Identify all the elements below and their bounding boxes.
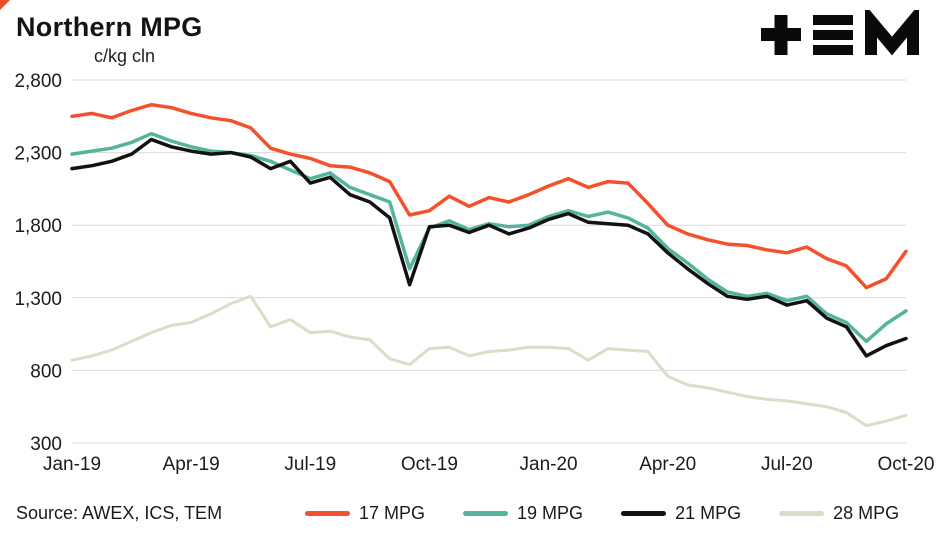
legend-item-28mpg: 28 MPG <box>779 503 899 524</box>
legend-swatch-21mpg <box>621 510 667 516</box>
series-line-28-mpg <box>70 294 908 428</box>
source-attribution: Source: AWEX, ICS, TEM <box>16 502 223 523</box>
logo-m-icon <box>865 10 919 56</box>
x-axis-tick-label: Oct-19 <box>401 454 458 475</box>
x-axis-tick-label: Jul-20 <box>761 454 813 475</box>
y-axis-tick-label: 2,300 <box>14 144 62 165</box>
corner-marker <box>0 0 10 10</box>
legend-item-21mpg: 21 MPG <box>621 503 741 524</box>
legend-swatch-28mpg <box>779 510 825 516</box>
y-axis-tick-label: 2,800 <box>14 71 62 92</box>
legend-item-19mpg: 19 MPG <box>463 503 583 524</box>
tem-logo <box>761 10 919 56</box>
y-axis-tick-label: 1,800 <box>14 216 62 237</box>
legend-item-17mpg: 17 MPG <box>305 503 425 524</box>
y-axis-tick-label: 300 <box>30 434 62 455</box>
legend-label-21mpg: 21 MPG <box>675 502 742 523</box>
x-axis-tick-label: Oct-20 <box>877 454 934 475</box>
series-line-21-mpg <box>70 137 908 358</box>
x-axis-tick-label: Apr-19 <box>163 454 220 475</box>
x-axis-tick-label: Apr-20 <box>639 454 696 475</box>
legend-swatch-17mpg <box>305 510 350 516</box>
line-chart: 300 800 1,300 1,800 2,300 2,800 Jan-19 Apr-19 Ju… <box>14 71 934 475</box>
y-axis-tick-label: 800 <box>30 361 62 382</box>
page-title: Northern MPG <box>16 12 203 42</box>
series-line-19-mpg <box>70 131 908 344</box>
logo-e-bars-icon <box>813 15 853 55</box>
x-axis-tick-label: Jul-19 <box>284 454 336 475</box>
logo-plus-icon <box>761 15 801 55</box>
y-axis-tick-label: 1,300 <box>14 289 62 310</box>
legend-label-19mpg: 19 MPG <box>517 502 584 523</box>
footer: Source: AWEX, ICS, TEM 17 MPG 19 MPG 21 … <box>0 497 939 529</box>
legend-swatch-19mpg <box>463 510 509 516</box>
chart-area: 300 800 1,300 1,800 2,300 2,800 Jan-19 Apr-19 Ju… <box>0 62 939 482</box>
series-line-17-mpg <box>70 102 908 290</box>
unit-label: c/kg cln <box>94 46 156 66</box>
legend-label-28mpg: 28 MPG <box>833 502 900 523</box>
chart-legend: 17 MPG 19 MPG 21 MPG 28 MPG <box>305 503 899 524</box>
x-axis-tick-label: Jan-19 <box>43 454 101 475</box>
legend-label-17mpg: 17 MPG <box>359 502 426 523</box>
x-axis-tick-label: Jan-20 <box>520 454 578 475</box>
